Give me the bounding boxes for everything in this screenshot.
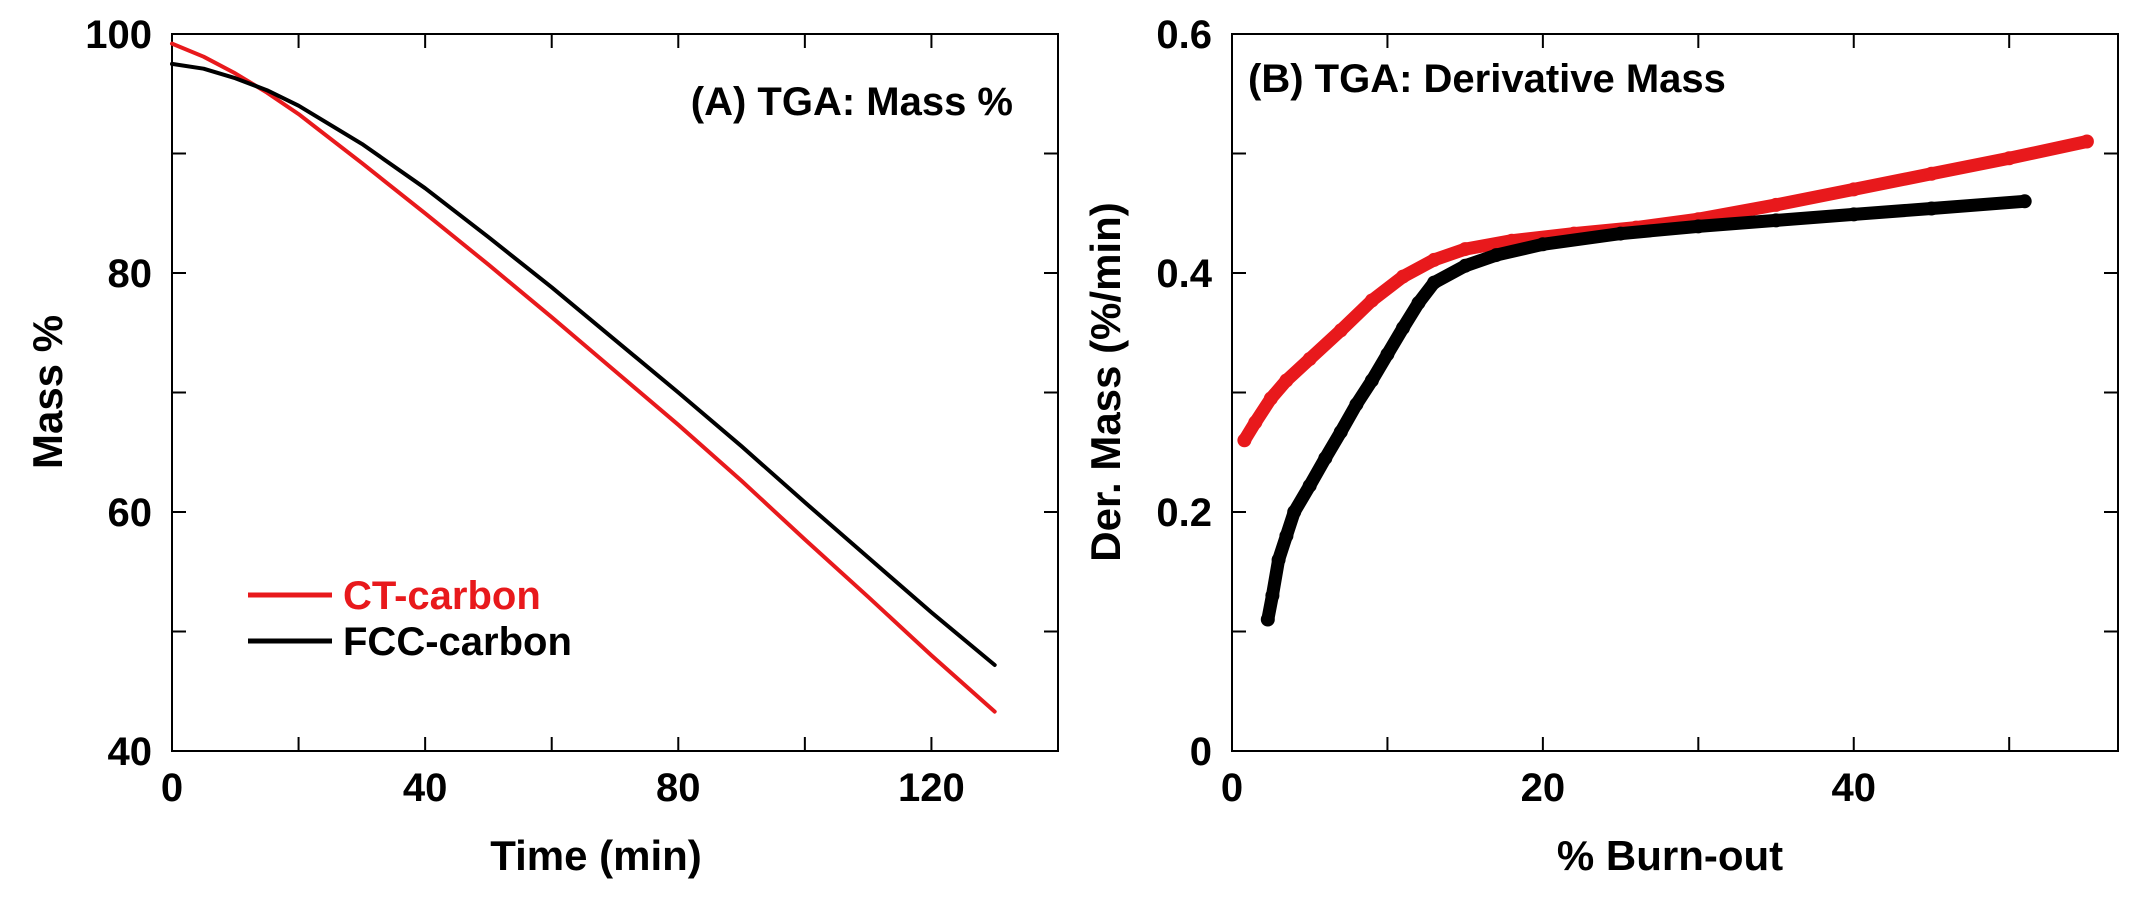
panel-b-point-fcc-carbon (1333, 424, 1348, 439)
panel-b-point-ct-carbon (1458, 242, 1473, 257)
panel-a-legend: CT-carbon FCC-carbon (248, 574, 572, 664)
panel-a-y-tick-label: 60 (108, 491, 153, 535)
panel-b-y-tick-label: 0.6 (1156, 13, 1212, 57)
panel-a-y-tick-label: 80 (108, 252, 153, 296)
legend-label-ct-carbon: CT-carbon (343, 574, 541, 618)
panel-b-point-ct-carbon (1302, 352, 1317, 366)
panel-a-x-tick-label: 0 (161, 766, 183, 810)
panel-b-point-ct-carbon (1279, 373, 1294, 388)
panel-b-point-fcc-carbon (1458, 258, 1473, 273)
panel-b-point-ct-carbon (1924, 166, 1939, 181)
panel-b-point-ct-carbon (1248, 415, 1263, 430)
panel-b-point-fcc-carbon (1302, 478, 1317, 493)
panel-b-point-ct-carbon (1427, 252, 1442, 267)
panel-b-x-tick-label: 40 (1832, 766, 1877, 810)
panel-b-point-fcc-carbon (1364, 373, 1379, 388)
panel-a-y-tick-label: 100 (85, 13, 152, 57)
panel-b-point-fcc-carbon (1427, 275, 1442, 290)
panel-b-point-fcc-carbon (1489, 248, 1504, 263)
panel-a-x-tick-label: 40 (403, 766, 448, 810)
panel-b-y-tick-label: 0.4 (1156, 252, 1212, 296)
panel-a-title: (A) TGA: Mass % (691, 80, 1013, 124)
panel-b-point-fcc-carbon (1287, 505, 1302, 519)
panel-b-y-tick-label: 0 (1190, 730, 1212, 774)
panel-a-x-tick-label: 120 (898, 766, 965, 810)
panel-b-point-fcc-carbon (1691, 219, 1706, 234)
panel-b-point-fcc-carbon (1279, 528, 1294, 543)
panel-b-point-fcc-carbon (1260, 612, 1275, 627)
panel-b-point-fcc-carbon (1318, 451, 1333, 466)
panel-b-point-ct-carbon (2079, 134, 2094, 149)
panel-b-series-trace-fcc-carbon (1261, 194, 2032, 626)
panel-b-point-fcc-carbon (1769, 213, 1783, 228)
panel-b-point-ct-carbon (1237, 433, 1252, 448)
panel-b-point-ct-carbon (1396, 269, 1410, 284)
panel-b-point-fcc-carbon (2017, 194, 2032, 209)
panel-b-point-ct-carbon (1263, 391, 1278, 406)
panel-a-series (170, 41, 997, 714)
panel-b-ticks: 0 20 40 0 0.2 0.4 0.6 (1156, 13, 2118, 810)
panel-a-series-line-ct-carbon (170, 41, 997, 714)
panel-b-title: (B) TGA: Derivative Mass (1248, 57, 1726, 101)
panel-b-ylabel: Der. Mass (%/min) (1082, 202, 1129, 561)
panel-b-point-fcc-carbon (1846, 207, 1861, 222)
panel-b-point-fcc-carbon (1613, 226, 1628, 241)
panel-b-point-fcc-carbon (1396, 321, 1410, 335)
panel-a-series-line-fcc-carbon (170, 61, 997, 667)
panel-b-derivative-chart: 0 20 40 0 0.2 0.4 0.6 (B) TGA: Derivative Mass… (1082, 13, 2119, 879)
panel-a-ylabel: Mass % (24, 315, 71, 469)
panel-b-point-ct-carbon (1364, 293, 1379, 308)
panel-b-point-fcc-carbon (1349, 397, 1364, 412)
panel-b-point-ct-carbon (2002, 151, 2017, 166)
panel-b-point-ct-carbon (1846, 182, 1861, 197)
panel-b-point-ct-carbon (1769, 197, 1783, 212)
panel-b-series (1237, 134, 2094, 627)
panel-a-x-tick-label: 80 (656, 766, 701, 810)
panel-a-y-tick-label: 40 (108, 730, 153, 774)
panel-b-point-fcc-carbon (1380, 347, 1395, 362)
panel-b-x-tick-label: 20 (1521, 766, 1566, 810)
legend-label-fcc-carbon: FCC-carbon (343, 620, 572, 664)
panel-b-point-fcc-carbon (1535, 237, 1550, 252)
panel-b-point-fcc-carbon (1411, 295, 1426, 310)
panel-b-point-fcc-carbon (1924, 201, 1939, 216)
panel-b-point-fcc-carbon (1271, 552, 1286, 567)
panel-b-point-fcc-carbon (1265, 588, 1280, 603)
panel-b-series-trace-ct-carbon (1237, 135, 2094, 447)
panel-b-point-ct-carbon (1333, 323, 1348, 338)
panel-b-x-tick-label: 0 (1221, 766, 1243, 810)
panel-b-xlabel: % Burn-out (1557, 832, 1783, 879)
panel-a-xlabel: Time (min) (490, 832, 702, 879)
panel-b-y-tick-label: 0.2 (1156, 491, 1212, 535)
